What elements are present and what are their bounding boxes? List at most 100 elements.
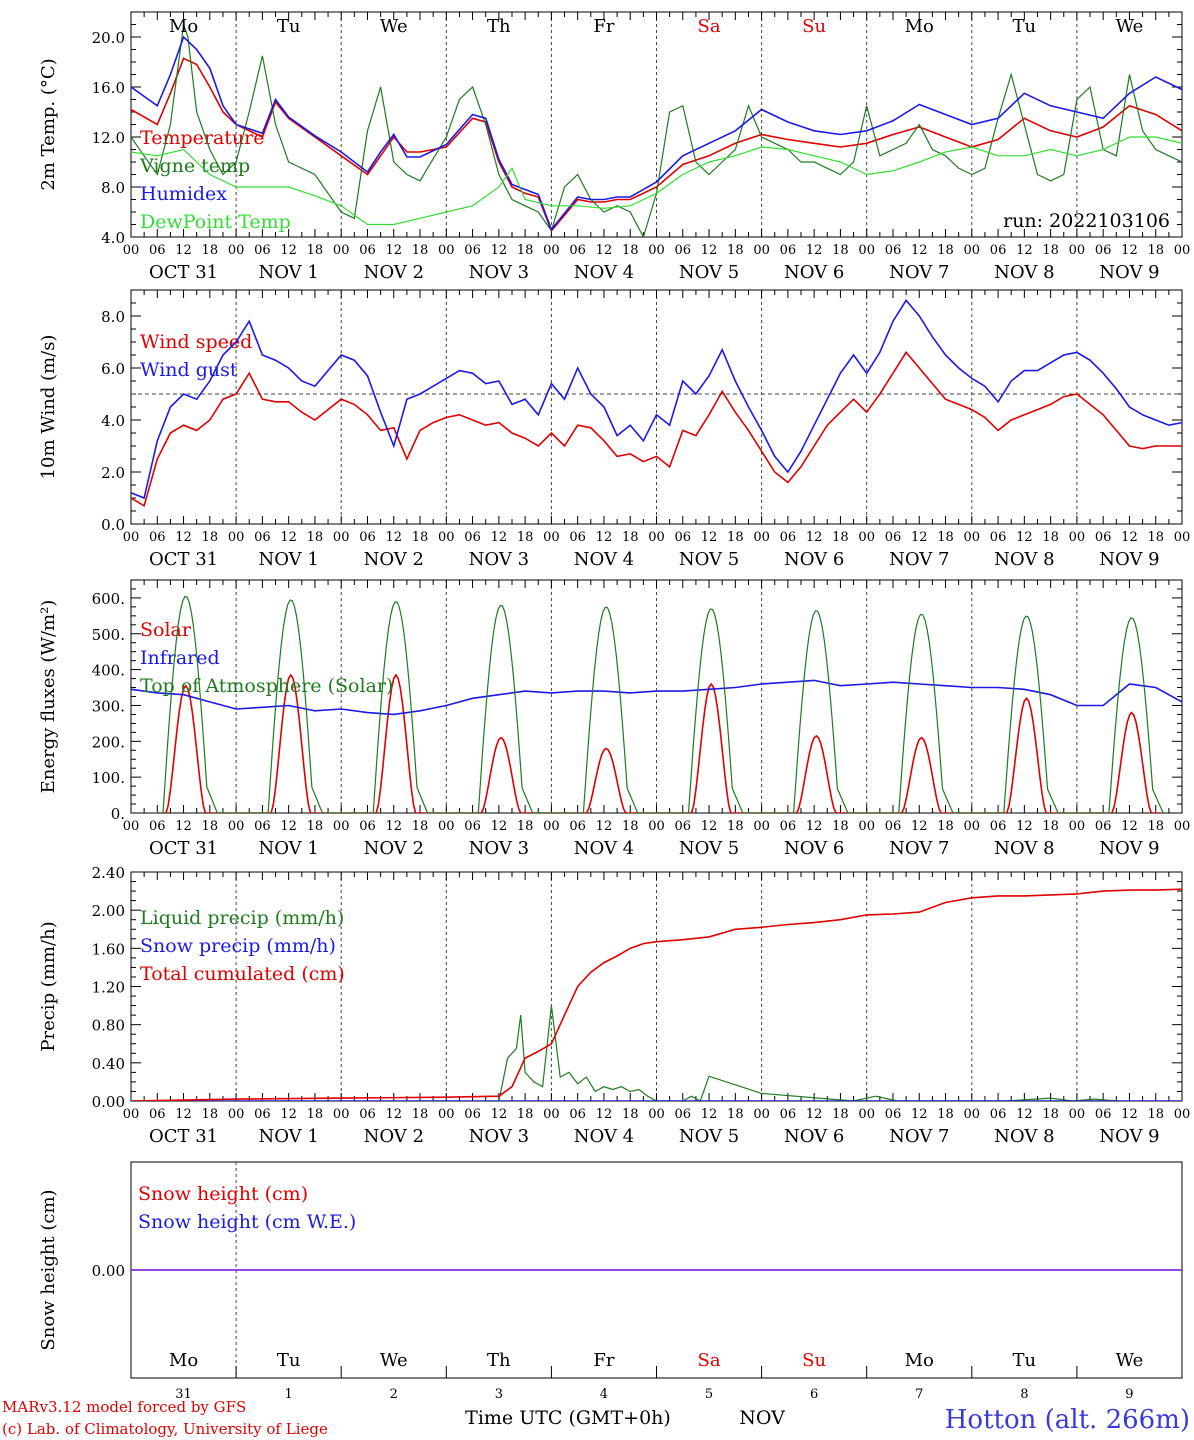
series-line-liquid-precip-mm-h- [498, 1005, 1117, 1101]
y-tick-label: 6.0 [101, 360, 125, 378]
model-credit: MARv3.12 model forced by GFS [2, 1398, 246, 1416]
hour-tick-label: 00 [858, 819, 875, 834]
hour-tick-label: 00 [648, 243, 665, 258]
legend-entry: Snow height (cm W.E.) [138, 1211, 356, 1233]
hour-tick-label: 00 [648, 530, 665, 545]
hour-tick-label: 06 [780, 1107, 797, 1122]
hour-tick-label: 12 [911, 819, 928, 834]
hour-tick-label: 18 [937, 819, 954, 834]
hour-tick-label: 00 [858, 530, 875, 545]
date-label: NOV 6 [784, 549, 844, 570]
day-number: 8 [1020, 1387, 1028, 1402]
hour-tick-label: 00 [1174, 530, 1191, 545]
hour-tick-label: 00 [1069, 530, 1086, 545]
hour-tick-label: 18 [1147, 819, 1164, 834]
hour-tick-label: 00 [648, 1107, 665, 1122]
day-name: Mo [905, 1350, 934, 1371]
hour-tick-label: 18 [622, 819, 639, 834]
date-label: NOV 4 [574, 262, 634, 283]
day-name: Sa [698, 16, 721, 37]
hour-tick-label: 06 [990, 530, 1007, 545]
hour-tick-label: 06 [990, 819, 1007, 834]
hour-tick-label: 06 [780, 530, 797, 545]
hour-tick-label: 06 [359, 530, 376, 545]
day-number: 9 [1125, 1387, 1133, 1402]
y-tick-label: 0.00 [92, 1093, 125, 1111]
day-name: Sa [698, 1350, 721, 1371]
hour-tick-label: 06 [675, 530, 692, 545]
date-label: NOV 3 [469, 838, 529, 859]
hour-tick-label: 06 [885, 243, 902, 258]
y-axis-label: 2m Temp. (°C) [38, 58, 59, 190]
date-label: NOV 8 [994, 549, 1054, 570]
date-label: NOV 5 [679, 549, 739, 570]
hour-tick-label: 18 [622, 243, 639, 258]
hour-tick-label: 12 [596, 530, 613, 545]
legend-entry: Liquid precip (mm/h) [140, 907, 344, 929]
hour-tick-label: 12 [596, 819, 613, 834]
hour-tick-label: 00 [1069, 243, 1086, 258]
day-name: Tu [277, 16, 301, 37]
hour-tick-label: 00 [858, 1107, 875, 1122]
hour-tick-label: 12 [1121, 819, 1138, 834]
date-label: NOV 3 [469, 262, 529, 283]
hour-tick-label: 12 [491, 530, 508, 545]
hour-tick-label: 12 [911, 243, 928, 258]
date-label: NOV 2 [364, 262, 424, 283]
hour-tick-label: 06 [464, 819, 481, 834]
y-tick-label: 2.00 [92, 902, 125, 920]
y-tick-label: 600. [92, 590, 125, 608]
hour-tick-label: 18 [727, 1107, 744, 1122]
hour-tick-label: 00 [964, 530, 981, 545]
hour-tick-label: 12 [806, 243, 823, 258]
hour-tick-label: 06 [359, 243, 376, 258]
hour-tick-label: 00 [543, 243, 560, 258]
y-tick-label: 16.0 [92, 79, 125, 97]
date-label: NOV 3 [469, 549, 529, 570]
hour-tick-label: 00 [543, 1107, 560, 1122]
day-number: 31 [175, 1387, 192, 1402]
hour-tick-label: 18 [412, 819, 429, 834]
hour-tick-label: 18 [832, 530, 849, 545]
hour-tick-label: 06 [1095, 530, 1112, 545]
series-line-wind-gust [131, 299, 1182, 500]
series-line-temperature [131, 57, 1182, 233]
hour-tick-label: 18 [727, 819, 744, 834]
y-axis-label: Snow height (cm) [38, 1189, 59, 1350]
y-tick-label: 8.0 [101, 179, 125, 197]
hour-tick-label: 12 [596, 1107, 613, 1122]
hour-tick-label: 00 [123, 1107, 140, 1122]
day-number: 5 [705, 1387, 713, 1402]
y-tick-label: 4.0 [101, 229, 125, 247]
hour-tick-label: 06 [780, 243, 797, 258]
day-name: We [380, 16, 408, 37]
date-label: OCT 31 [149, 838, 218, 859]
hour-tick-label: 12 [175, 243, 192, 258]
hour-tick-label: 06 [885, 819, 902, 834]
date-label: NOV 2 [364, 1126, 424, 1147]
date-label: NOV 4 [574, 838, 634, 859]
day-number: 1 [285, 1387, 293, 1402]
date-label: NOV 1 [258, 1126, 318, 1147]
hour-tick-label: 18 [412, 530, 429, 545]
hour-tick-label: 12 [596, 243, 613, 258]
y-axis-label: 10m Wind (m/s) [38, 335, 59, 480]
hour-tick-label: 18 [937, 530, 954, 545]
hour-tick-label: 00 [753, 530, 770, 545]
hour-tick-label: 00 [1069, 819, 1086, 834]
hour-tick-label: 12 [1016, 1107, 1033, 1122]
y-tick-label: 1.20 [92, 979, 125, 997]
y-tick-label: 12.0 [92, 129, 125, 147]
hour-tick-label: 18 [1147, 1107, 1164, 1122]
legend-entry: Infrared [140, 647, 220, 669]
hour-tick-label: 00 [1174, 243, 1191, 258]
hour-tick-label: 18 [517, 819, 534, 834]
date-label: NOV 8 [994, 262, 1054, 283]
hour-tick-label: 12 [1121, 530, 1138, 545]
hour-tick-label: 12 [806, 819, 823, 834]
series-line-vigne-temp [131, 24, 1182, 237]
hour-tick-label: 12 [280, 1107, 297, 1122]
date-label: NOV 9 [1099, 262, 1159, 283]
series-line-solar [157, 673, 1161, 813]
